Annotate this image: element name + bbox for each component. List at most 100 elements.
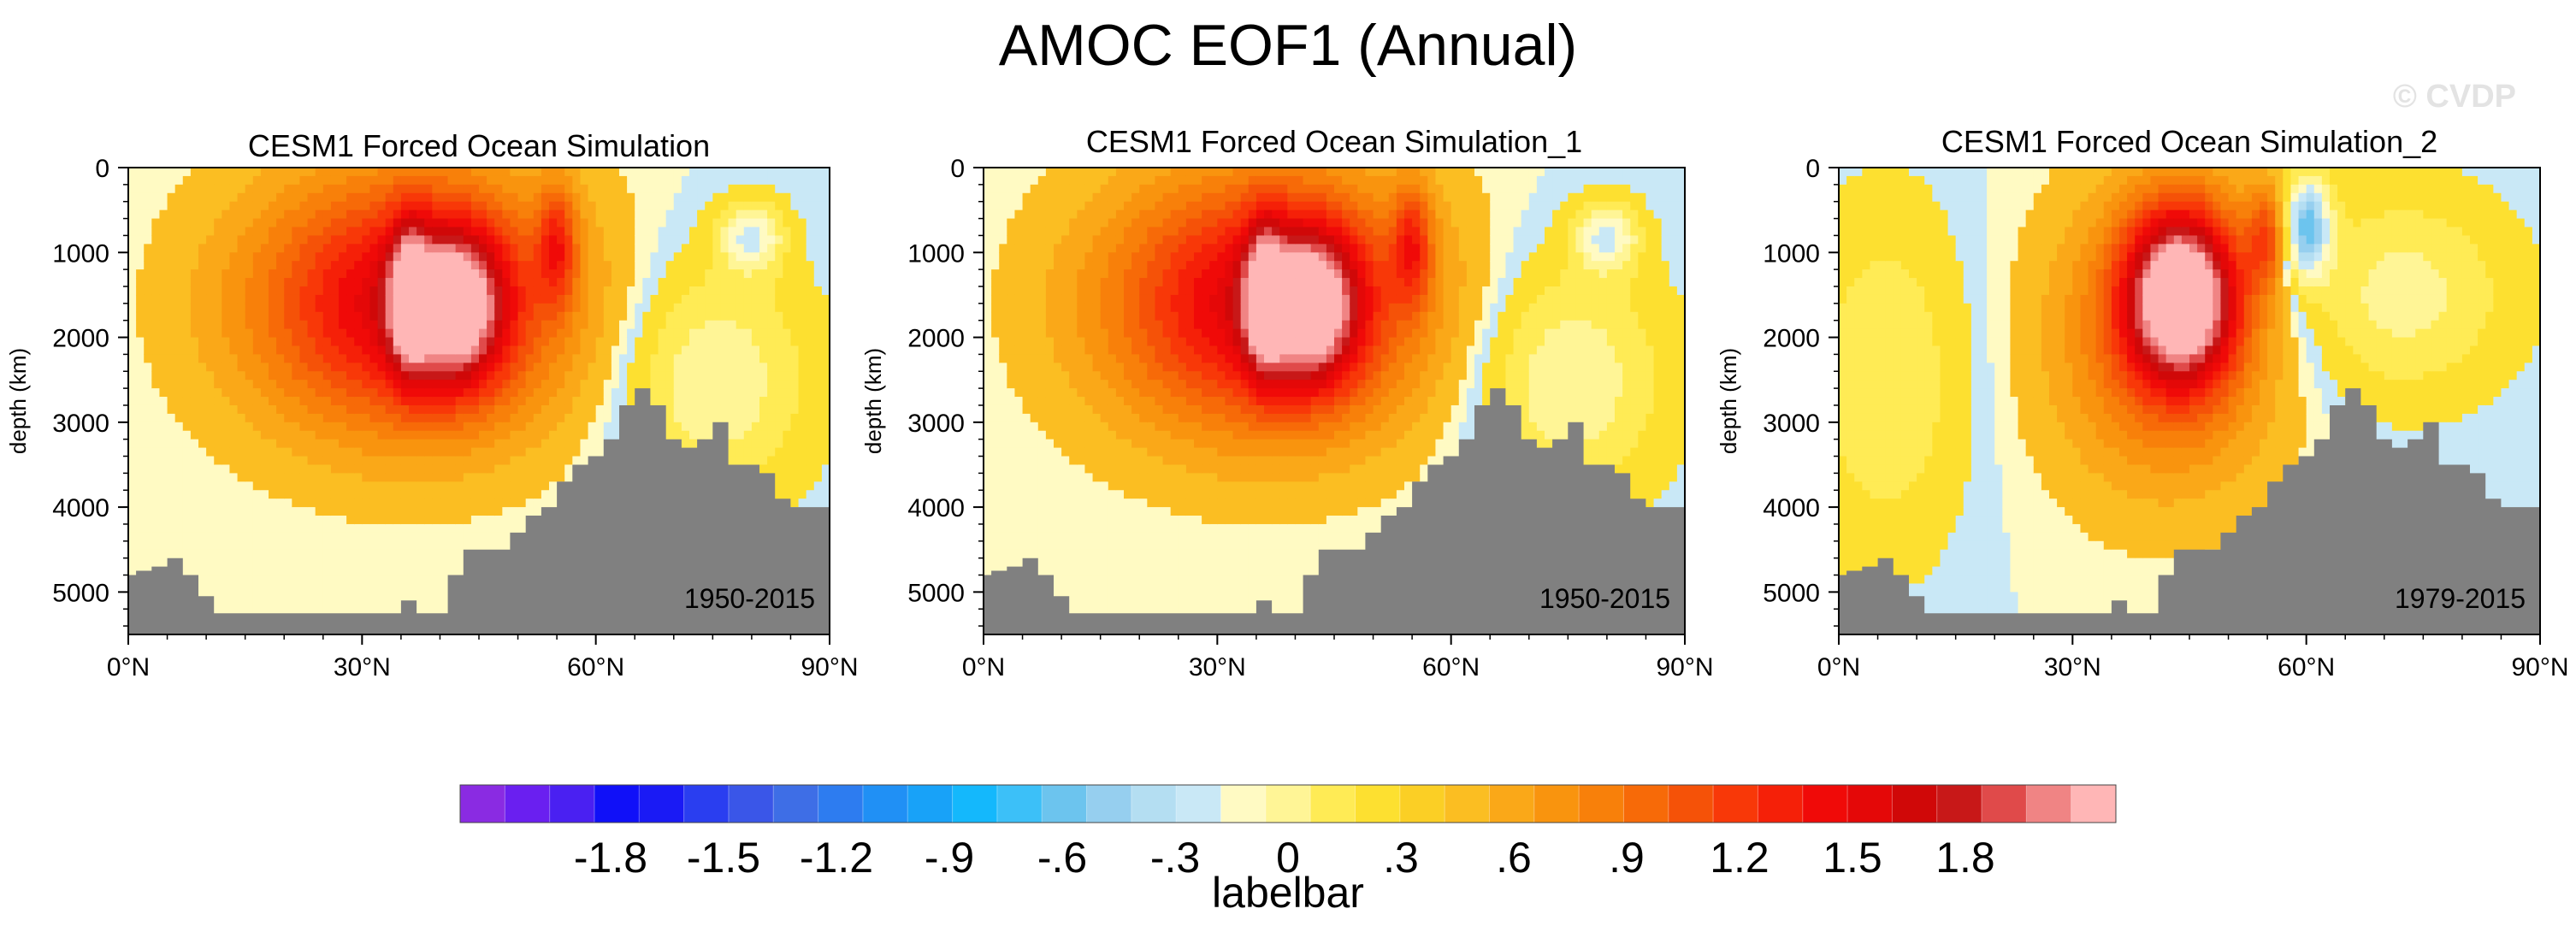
panel-3-field xyxy=(1839,168,2540,634)
y-tick-label: 4000 xyxy=(907,494,965,522)
colorbar-tick-label: 1.5 xyxy=(1823,834,1882,882)
colorbar-swatch xyxy=(1176,785,1222,823)
panel-2: 0 1000 2000 3000 4000 5000 0°N 30°N 60°N 90°N dept… xyxy=(860,155,1714,681)
colorbar-swatch xyxy=(1713,785,1758,823)
colorbar-swatch xyxy=(1579,785,1624,823)
colorbar-swatch xyxy=(862,785,908,823)
panel-1-period: 1950-2015 xyxy=(684,583,816,614)
colorbar-swatch xyxy=(549,785,595,823)
y-tick-label: 5000 xyxy=(52,579,109,607)
watermark: © CVDP xyxy=(2392,79,2516,115)
panel-2-ylabel: depth (km) xyxy=(860,348,886,454)
colorbar-swatch xyxy=(1042,785,1088,823)
colorbar-swatch xyxy=(2026,785,2072,823)
panel-3-bathymetry xyxy=(1839,388,2540,634)
y-tick-label: 2000 xyxy=(907,325,965,353)
figure-title: AMOC EOF1 (Annual) xyxy=(998,13,1578,78)
colorbar-swatch xyxy=(1445,785,1490,823)
colorbar-tick-label: 1.8 xyxy=(1935,834,1995,882)
x-tick-label: 60°N xyxy=(567,653,624,681)
x-tick-label: 90°N xyxy=(1656,653,1713,681)
colorbar-tick-label: .6 xyxy=(1496,834,1532,882)
colorbar-swatch xyxy=(460,785,505,823)
panel-3: 0 1000 2000 3000 4000 5000 0°N 30°N 60°N 90°N dept… xyxy=(1716,155,2569,681)
x-tick-label: 0°N xyxy=(962,653,1005,681)
colorbar-swatch xyxy=(1982,785,2027,823)
y-tick-label: 5000 xyxy=(907,579,965,607)
y-tick-label: 0 xyxy=(95,155,109,183)
colorbar-swatch xyxy=(952,785,998,823)
colorbar-swatch xyxy=(1265,785,1311,823)
colorbar-swatch xyxy=(1936,785,1982,823)
x-tick-label: 60°N xyxy=(2278,653,2335,681)
colorbar-tick-label: .9 xyxy=(1609,834,1645,882)
y-tick-label: 5000 xyxy=(1763,579,1820,607)
colorbar-tick-label: -.6 xyxy=(1037,834,1087,882)
panel-1-bathymetry xyxy=(128,388,830,634)
colorbar-tick-label: 1.2 xyxy=(1710,834,1770,882)
panel-1-field xyxy=(128,168,830,634)
y-tick-label: 3000 xyxy=(52,410,109,438)
panel-2-title: CESM1 Forced Ocean Simulation_1 xyxy=(1085,124,1583,159)
colorbar-swatch xyxy=(1310,785,1356,823)
colorbar-swatch xyxy=(1086,785,1132,823)
colorbar-swatch xyxy=(683,785,730,823)
y-tick-label: 3000 xyxy=(1763,410,1820,438)
colorbar-tick-label: -1.8 xyxy=(574,834,647,882)
colorbar-swatch xyxy=(1131,785,1177,823)
colorbar-swatch xyxy=(1758,785,1804,823)
x-tick-label: 90°N xyxy=(801,653,858,681)
panel-2-bathymetry xyxy=(984,388,1685,634)
colorbar-swatch xyxy=(907,785,954,823)
panel-2-period: 1950-2015 xyxy=(1539,583,1671,614)
colorbar-swatch xyxy=(1399,785,1445,823)
colorbar: -1.8 -1.5 -1.2 -.9 -.6 -.3 0 .3 .6 .9 1.2 1.5 1.8 xyxy=(459,784,2117,882)
colorbar-swatch xyxy=(1623,785,1669,823)
colorbar-swatch xyxy=(639,785,685,823)
colorbar-swatch xyxy=(773,785,819,823)
y-tick-label: 1000 xyxy=(907,239,965,268)
colorbar-swatch xyxy=(1802,785,1848,823)
panel-1: 0 1000 2000 3000 4000 5000 0°N 30°N 60°N 90°N dept… xyxy=(5,155,859,681)
panel-1-ylabel: depth (km) xyxy=(5,348,31,454)
x-tick-label: 0°N xyxy=(1817,653,1860,681)
y-tick-label: 4000 xyxy=(1763,494,1820,522)
colorbar-tick-label: 0 xyxy=(1276,834,1300,882)
panel-3-period: 1979-2015 xyxy=(2395,583,2526,614)
x-tick-label: 90°N xyxy=(2511,653,2568,681)
colorbar-swatch xyxy=(1847,785,1893,823)
colorbar-tick-label: -.9 xyxy=(925,834,974,882)
colorbar-swatch xyxy=(2071,785,2117,823)
colorbar-swatch xyxy=(1220,785,1267,823)
y-tick-label: 2000 xyxy=(1763,325,1820,353)
panel-3-title: CESM1 Forced Ocean Simulation_2 xyxy=(1941,124,2438,159)
colorbar-swatch xyxy=(1892,785,1938,823)
panel-3-ylabel: depth (km) xyxy=(1716,348,1741,454)
y-tick-label: 4000 xyxy=(52,494,109,522)
x-tick-label: 30°N xyxy=(334,653,391,681)
colorbar-swatch xyxy=(728,785,774,823)
y-tick-label: 2000 xyxy=(52,325,109,353)
colorbar-swatch xyxy=(818,785,864,823)
y-tick-label: 1000 xyxy=(1763,239,1820,268)
colorbar-swatch xyxy=(1533,785,1580,823)
colorbar-tick-label: -1.2 xyxy=(800,834,873,882)
colorbar-swatch xyxy=(1489,785,1535,823)
colorbar-swatch xyxy=(594,785,640,823)
x-tick-label: 30°N xyxy=(2044,653,2101,681)
x-tick-label: 0°N xyxy=(107,653,150,681)
colorbar-swatch xyxy=(1355,785,1401,823)
y-tick-label: 0 xyxy=(1805,155,1820,183)
colorbar-tick-label: -1.5 xyxy=(687,834,760,882)
panel-1-title: CESM1 Forced Ocean Simulation xyxy=(247,128,711,163)
colorbar-swatch xyxy=(1668,785,1714,823)
x-tick-label: 30°N xyxy=(1189,653,1246,681)
colorbar-swatch xyxy=(505,785,551,823)
y-tick-label: 3000 xyxy=(907,410,965,438)
colorbar-frame xyxy=(459,784,2117,823)
colorbar-tick-label: -.3 xyxy=(1150,834,1200,882)
colorbar-tick-label: .3 xyxy=(1383,834,1419,882)
colorbar-label: labelbar xyxy=(1212,869,1364,917)
x-tick-label: 60°N xyxy=(1422,653,1480,681)
